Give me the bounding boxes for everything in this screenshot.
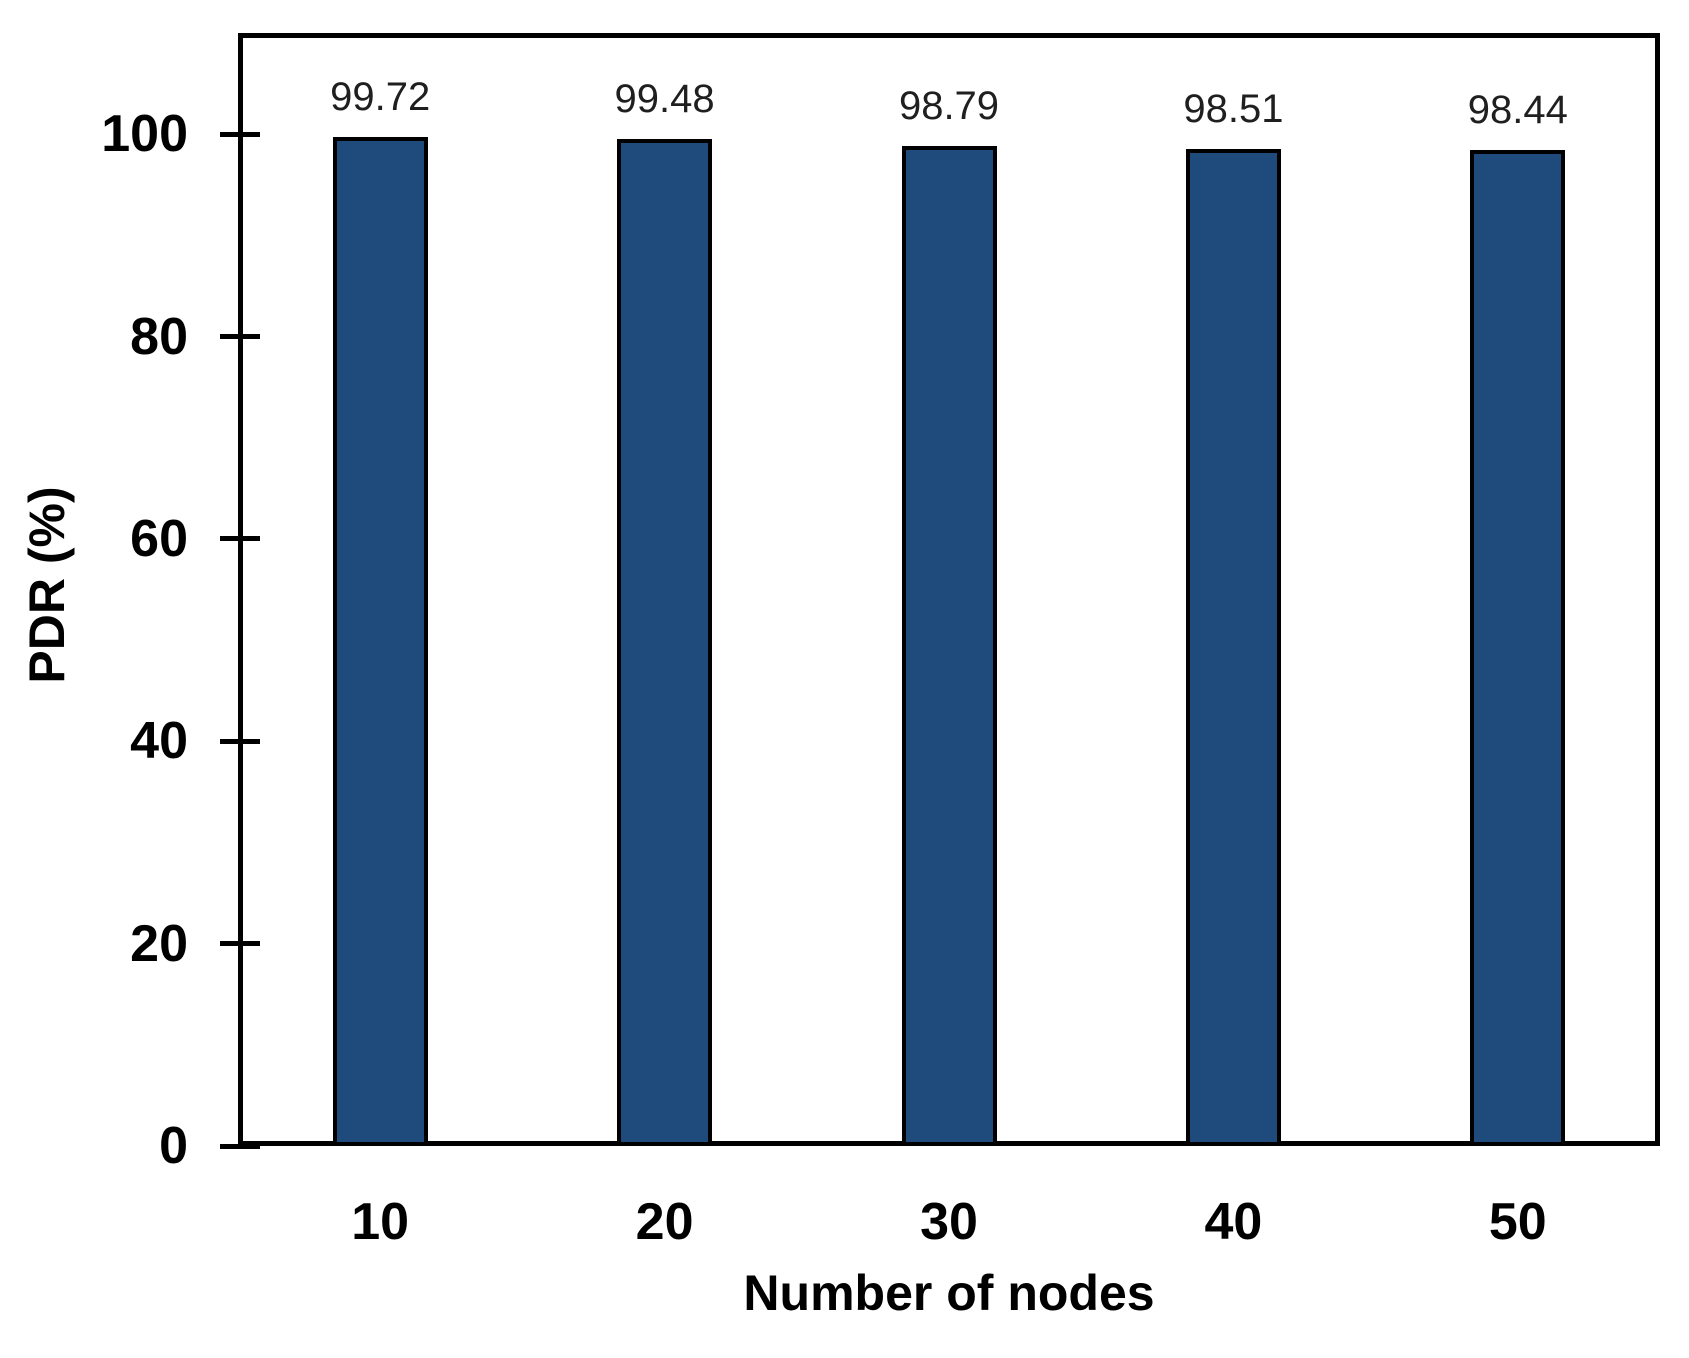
- y-axis-tick: [220, 131, 260, 137]
- x-axis-tick-label: 30: [920, 1193, 978, 1251]
- y-axis-tick: [220, 738, 260, 744]
- y-axis-tick: [220, 1143, 260, 1149]
- bar: [332, 137, 428, 1146]
- bar: [901, 146, 997, 1146]
- y-axis-tick-label: 80: [130, 307, 188, 366]
- x-axis-tick-label: 40: [1204, 1193, 1263, 1251]
- y-axis-tick-label: 60: [130, 509, 188, 568]
- y-axis-tick: [220, 941, 260, 947]
- bar: [1470, 149, 1566, 1146]
- y-axis-title: PDR (%): [19, 486, 75, 684]
- bar-value-label: 98.79: [898, 84, 1000, 129]
- bar-value-label: 99.72: [330, 75, 431, 120]
- x-axis-tick-label: 10: [351, 1193, 410, 1251]
- y-axis-tick-label: 40: [130, 712, 188, 771]
- y-axis-tick-label: 100: [101, 105, 188, 164]
- bar-value-label: 99.48: [614, 77, 715, 122]
- y-axis-tick: [220, 536, 260, 542]
- y-axis-tick-label: 20: [130, 914, 188, 973]
- x-axis-tick-label: 50: [1488, 1193, 1547, 1251]
- y-axis-tick-label: 0: [159, 1117, 188, 1175]
- bar-value-label: 98.44: [1467, 87, 1568, 132]
- x-axis-tick-label: 20: [635, 1193, 694, 1251]
- bar-value-label: 98.51: [1183, 87, 1284, 132]
- y-axis-tick: [220, 334, 260, 340]
- bar: [617, 139, 713, 1146]
- x-axis-title: Number of nodes: [743, 1265, 1155, 1321]
- bar: [1185, 149, 1281, 1146]
